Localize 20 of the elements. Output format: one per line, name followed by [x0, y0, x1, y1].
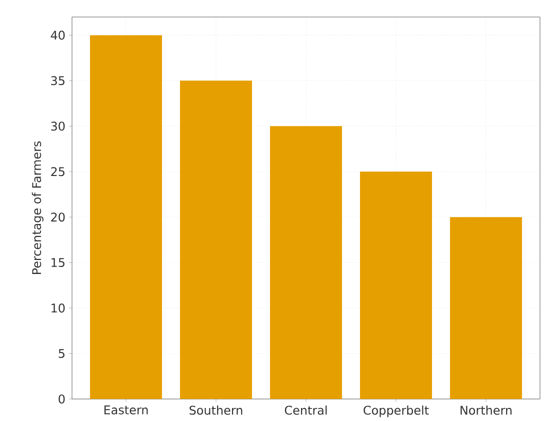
y-tick-label: 0 [58, 394, 65, 404]
x-tick-label: Central [284, 406, 327, 415]
y-tick-label: 20 [51, 212, 65, 222]
x-tick-label: Eastern [104, 406, 148, 414]
x-tick-label: Southern [190, 406, 242, 415]
y-tick-label: 40 [50, 30, 65, 40]
x-tick-label: Copperbelt [364, 406, 429, 418]
y-tick-label: 10 [52, 304, 65, 313]
x-tick-label: Northern [460, 406, 512, 415]
bar [450, 217, 522, 399]
y-tick-label: 30 [51, 122, 65, 131]
y-tick-label: 25 [51, 167, 64, 176]
y-axis-title: Percentage of Farmers [32, 141, 44, 274]
bar [360, 172, 432, 399]
bar [90, 35, 162, 399]
y-tick-label: 5 [58, 349, 64, 358]
y-tick-label: 15 [52, 258, 64, 268]
bar [180, 80, 252, 399]
bar [270, 126, 342, 399]
y-tick-label: 35 [51, 76, 64, 86]
